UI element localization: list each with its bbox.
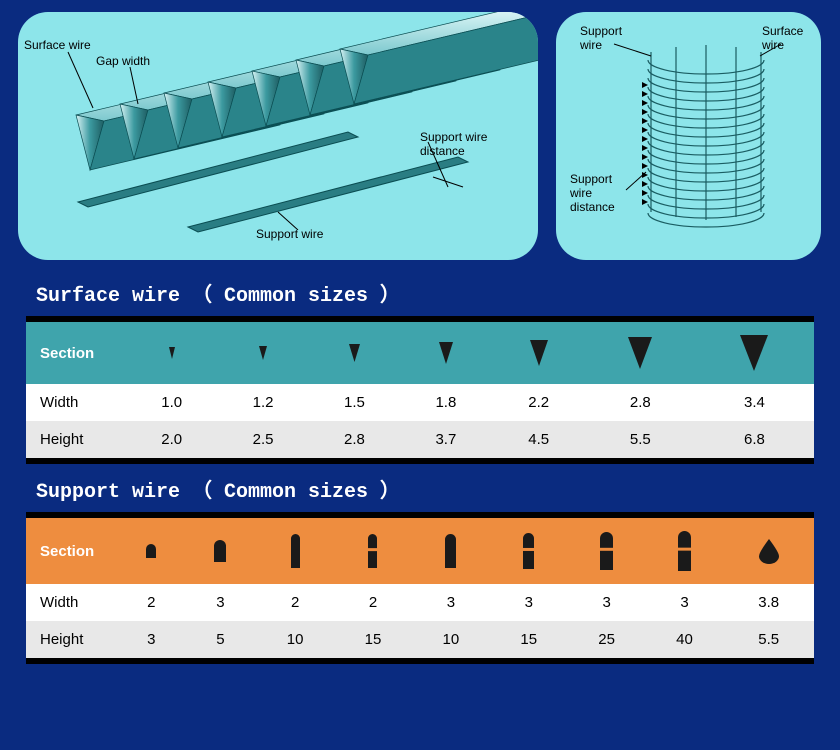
cell: 2.8 xyxy=(586,384,695,421)
cell: 5.5 xyxy=(586,421,695,461)
cell: 3.7 xyxy=(400,421,491,461)
table-row: Width1.01.21.51.82.22.83.4 xyxy=(26,384,814,421)
surface-section-icon-3 xyxy=(400,319,491,384)
cell: 4.5 xyxy=(492,421,586,461)
row-label: Width xyxy=(26,584,118,621)
cell: 40 xyxy=(646,621,724,661)
surface-section-label: Section xyxy=(26,319,126,384)
surface-section-icon-0 xyxy=(126,319,217,384)
cell: 1.5 xyxy=(309,384,400,421)
cell: 3 xyxy=(185,584,256,621)
cell: 3 xyxy=(118,621,185,661)
label-gap-width: Gap width xyxy=(96,54,150,68)
support-section-icon-4 xyxy=(412,515,490,584)
cell: 6.8 xyxy=(695,421,814,461)
cell: 25 xyxy=(568,621,646,661)
cell: 1.2 xyxy=(217,384,308,421)
support-section-icon-7 xyxy=(646,515,724,584)
support-section-icon-5 xyxy=(490,515,568,584)
support-section-label: Section xyxy=(26,515,118,584)
label-support-wire-distance: Support wire distance xyxy=(420,130,510,158)
label-support-wire-dist: Support wire distance xyxy=(570,172,632,214)
row-label: Width xyxy=(26,384,126,421)
cell: 5 xyxy=(185,621,256,661)
cell: 5.5 xyxy=(723,621,814,661)
cell: 1.8 xyxy=(400,384,491,421)
cell: 15 xyxy=(334,621,412,661)
diagrams-row: Surface wire Gap width Support wire dist… xyxy=(0,0,840,268)
support-section-icon-0 xyxy=(118,515,185,584)
cell: 3 xyxy=(568,584,646,621)
support-table-wrap: Section Width232233333.8Height3510151015… xyxy=(0,512,840,664)
cell: 2.2 xyxy=(492,384,586,421)
support-wire-table: Section Width232233333.8Height3510151015… xyxy=(26,512,814,664)
label-surface-wire: Surface wire xyxy=(24,38,91,52)
surface-table-wrap: Section Width1.01.21.51.82.22. xyxy=(0,316,840,464)
surface-section-icon-4 xyxy=(492,319,586,384)
cell: 3 xyxy=(490,584,568,621)
support-wire-title: Support wire （ Common sizes ） xyxy=(0,464,840,512)
cylinder-diagram: Support wire Surface wire Support wire d… xyxy=(556,12,821,260)
surface-wire-title: Surface wire （ Common sizes ） xyxy=(0,268,840,316)
table-row: Width232233333.8 xyxy=(26,584,814,621)
support-section-icon-1 xyxy=(185,515,256,584)
support-section-icon-6 xyxy=(568,515,646,584)
cell: 1.0 xyxy=(126,384,217,421)
surface-section-icon-6 xyxy=(695,319,814,384)
label-support-wire: Support wire xyxy=(256,227,323,241)
cell: 3 xyxy=(646,584,724,621)
table-row: Height351015101525405.5 xyxy=(26,621,814,661)
cell: 2 xyxy=(118,584,185,621)
flat-panel-diagram: Surface wire Gap width Support wire dist… xyxy=(18,12,538,260)
cell: 10 xyxy=(256,621,334,661)
surface-section-icon-1 xyxy=(217,319,308,384)
cell: 3.4 xyxy=(695,384,814,421)
table-row: Height2.02.52.83.74.55.56.8 xyxy=(26,421,814,461)
cell: 10 xyxy=(412,621,490,661)
cell: 15 xyxy=(490,621,568,661)
support-section-icon-8 xyxy=(723,515,814,584)
row-label: Height xyxy=(26,621,118,661)
cell: 2.5 xyxy=(217,421,308,461)
cell: 2.0 xyxy=(126,421,217,461)
surface-wire-table: Section Width1.01.21.51.82.22. xyxy=(26,316,814,464)
surface-section-icon-2 xyxy=(309,319,400,384)
surface-section-icon-5 xyxy=(586,319,695,384)
support-section-icon-3 xyxy=(334,515,412,584)
support-section-icon-2 xyxy=(256,515,334,584)
cell: 3 xyxy=(412,584,490,621)
cell: 2.8 xyxy=(309,421,400,461)
cell: 2 xyxy=(334,584,412,621)
row-label: Height xyxy=(26,421,126,461)
label-support-wire-top: Support wire xyxy=(580,24,636,52)
label-surface-wire-r: Surface wire xyxy=(762,24,814,52)
cell: 3.8 xyxy=(723,584,814,621)
cell: 2 xyxy=(256,584,334,621)
